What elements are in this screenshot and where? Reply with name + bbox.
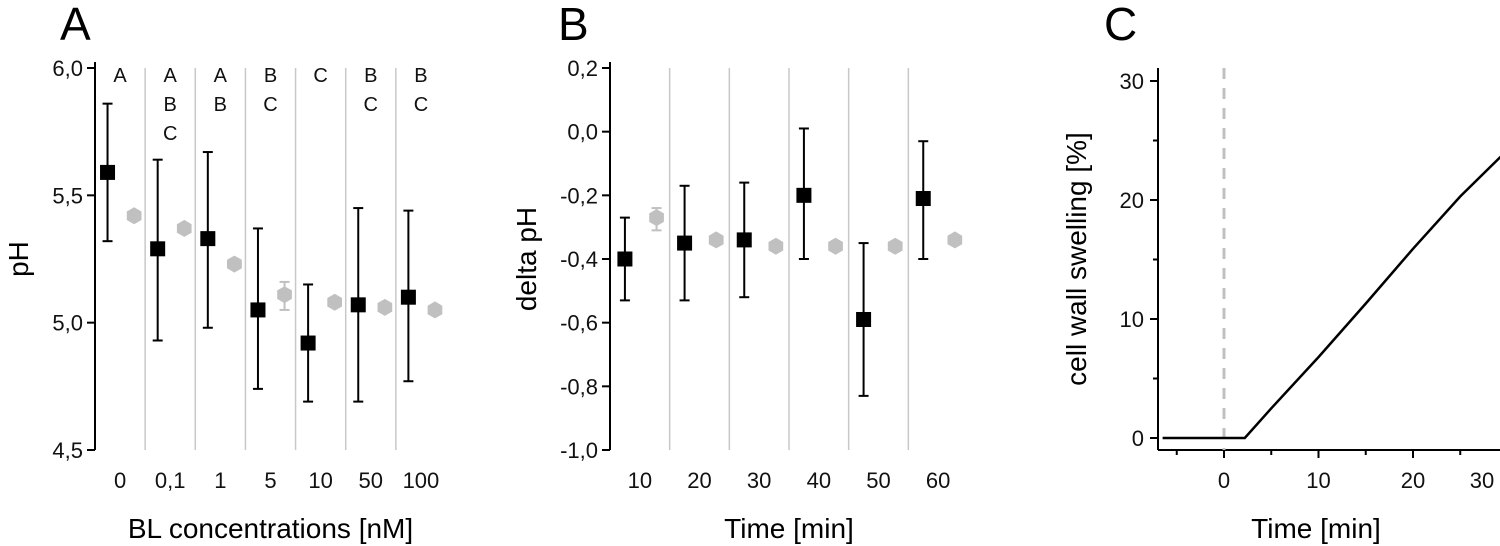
panel-b-grey-hexagon-point: [768, 237, 784, 255]
panel-letter-c: C: [1104, 0, 1137, 50]
panel-b-black-square-point: [915, 191, 931, 207]
panel-c-x-tick-label: 0: [1218, 468, 1230, 493]
panel-a-black-square-point: [400, 289, 416, 305]
panel-a-x-tick-label: 0,1: [155, 468, 186, 493]
panel-a-group-letter: A: [214, 65, 228, 87]
panel-b-grey-hexagon-point: [887, 237, 903, 255]
panel-b-x-tick-label: 30: [747, 468, 771, 493]
panel-b-y-axis-title: delta pH: [511, 207, 542, 311]
panel-b-black-square-point: [617, 251, 633, 267]
panel-c-y-tick-label: 30: [1120, 69, 1144, 94]
panel-b-black-square-point: [677, 235, 693, 251]
panel-letter-a: A: [60, 0, 91, 50]
panel-b-black-square-point: [796, 187, 812, 203]
panel-c-y-tick-label: 10: [1120, 307, 1144, 332]
panel-a-grey-hexagon-point: [327, 293, 342, 311]
panel-a-black-square-point: [100, 164, 116, 180]
panel-a-group-letter: C: [163, 123, 177, 145]
panel-c-y-tick-label: 0: [1132, 426, 1144, 451]
panel-a-group-letter: B: [414, 65, 427, 87]
panel-a-grey-hexagon-point: [176, 219, 192, 237]
panel-a-x-tick-label: 10: [308, 468, 332, 493]
panel-b-x-axis-title: Time [min]: [724, 513, 854, 544]
panel-a-group-letter: C: [313, 65, 327, 87]
panel-a-black-square-point: [250, 302, 266, 318]
panel-c-x-axis-title: Time [min]: [1251, 513, 1381, 544]
panel-a-black-square-point: [150, 241, 166, 257]
panel-a-x-tick-label: 0: [114, 468, 126, 493]
panel-a-grey-hexagon-point: [377, 298, 393, 316]
panel-c-swelling-line: [1162, 155, 1500, 440]
panel-a-x-tick-label: 50: [359, 468, 383, 493]
panel-b-y-tick-label: -0,2: [560, 183, 598, 208]
panel-b-grey-hexagon-point: [947, 231, 963, 249]
panel-a-black-square-point: [200, 231, 216, 247]
panel-a-y-tick-label: 5,5: [52, 183, 83, 208]
panel-a-x-tick-label: 5: [264, 468, 276, 493]
panel-a-x-axis-title: BL concentrations [nM]: [128, 513, 413, 544]
panel-b-x-tick-label: 50: [866, 468, 890, 493]
panel-a-group-letter: C: [364, 94, 378, 116]
panel-a-group-letter: A: [113, 65, 127, 87]
panel-c-x-tick-label: 30: [1470, 468, 1494, 493]
panel-a-y-tick-label: 5,0: [52, 311, 83, 336]
panel-b-y-tick-label: -0,8: [560, 374, 598, 399]
panel-a-group-letter: B: [264, 65, 277, 87]
panel-c-x-tick-label: 20: [1401, 468, 1425, 493]
panel-b-x-tick-label: 60: [926, 468, 950, 493]
panel-a-group-letter: A: [164, 65, 178, 87]
panel-b-grey-hexagon-point: [828, 237, 843, 255]
panel-a-group-letter: C: [263, 94, 277, 116]
panel-b-x-tick-label: 40: [807, 468, 831, 493]
panel-a-y-axis-title: pH: [3, 241, 34, 277]
panel-b-grey-hexagon-point: [708, 231, 724, 249]
panel-a-grey-hexagon-point: [427, 301, 443, 319]
panel-b-y-tick-label: -1,0: [560, 438, 598, 463]
panel-b-black-square-point: [736, 232, 752, 248]
panel-a-group-letter: C: [414, 94, 428, 116]
panel-b-y-tick-label: 0,2: [567, 56, 598, 81]
panel-letter-b: B: [558, 0, 589, 50]
panel-a-y-tick-label: 4,5: [52, 438, 83, 463]
panel-a-x-tick-label: 1: [214, 468, 226, 493]
panel-a-y-tick-label: 6,0: [52, 56, 83, 81]
panel-a-group-letter: B: [364, 65, 377, 87]
panel-b-grey-hexagon-point: [649, 209, 664, 227]
panel-c-x-tick-label: 10: [1306, 468, 1330, 493]
panel-b-x-tick-label: 20: [687, 468, 711, 493]
panel-b-y-tick-label: 0,0: [567, 120, 598, 145]
panel-a-group-letter: B: [214, 94, 227, 116]
panel-a-black-square-point: [300, 335, 316, 351]
panel-b-y-tick-label: -0,4: [560, 247, 598, 272]
panel-a-group-letter: B: [164, 94, 177, 116]
panel-b-y-tick-label: -0,6: [560, 311, 598, 336]
panel-a-black-square-point: [350, 297, 366, 313]
panel-c-y-axis-title: cell wall swelling [%]: [1061, 132, 1092, 386]
panel-b-x-tick-label: 10: [628, 468, 652, 493]
panel-a-x-tick-label: 100: [403, 468, 440, 493]
panel-a-grey-hexagon-point: [227, 255, 242, 273]
panel-b-black-square-point: [856, 311, 872, 327]
panel-a-grey-hexagon-point: [126, 207, 142, 225]
panel-a-grey-hexagon-point: [277, 286, 292, 304]
panel-c-y-tick-label: 20: [1120, 188, 1144, 213]
